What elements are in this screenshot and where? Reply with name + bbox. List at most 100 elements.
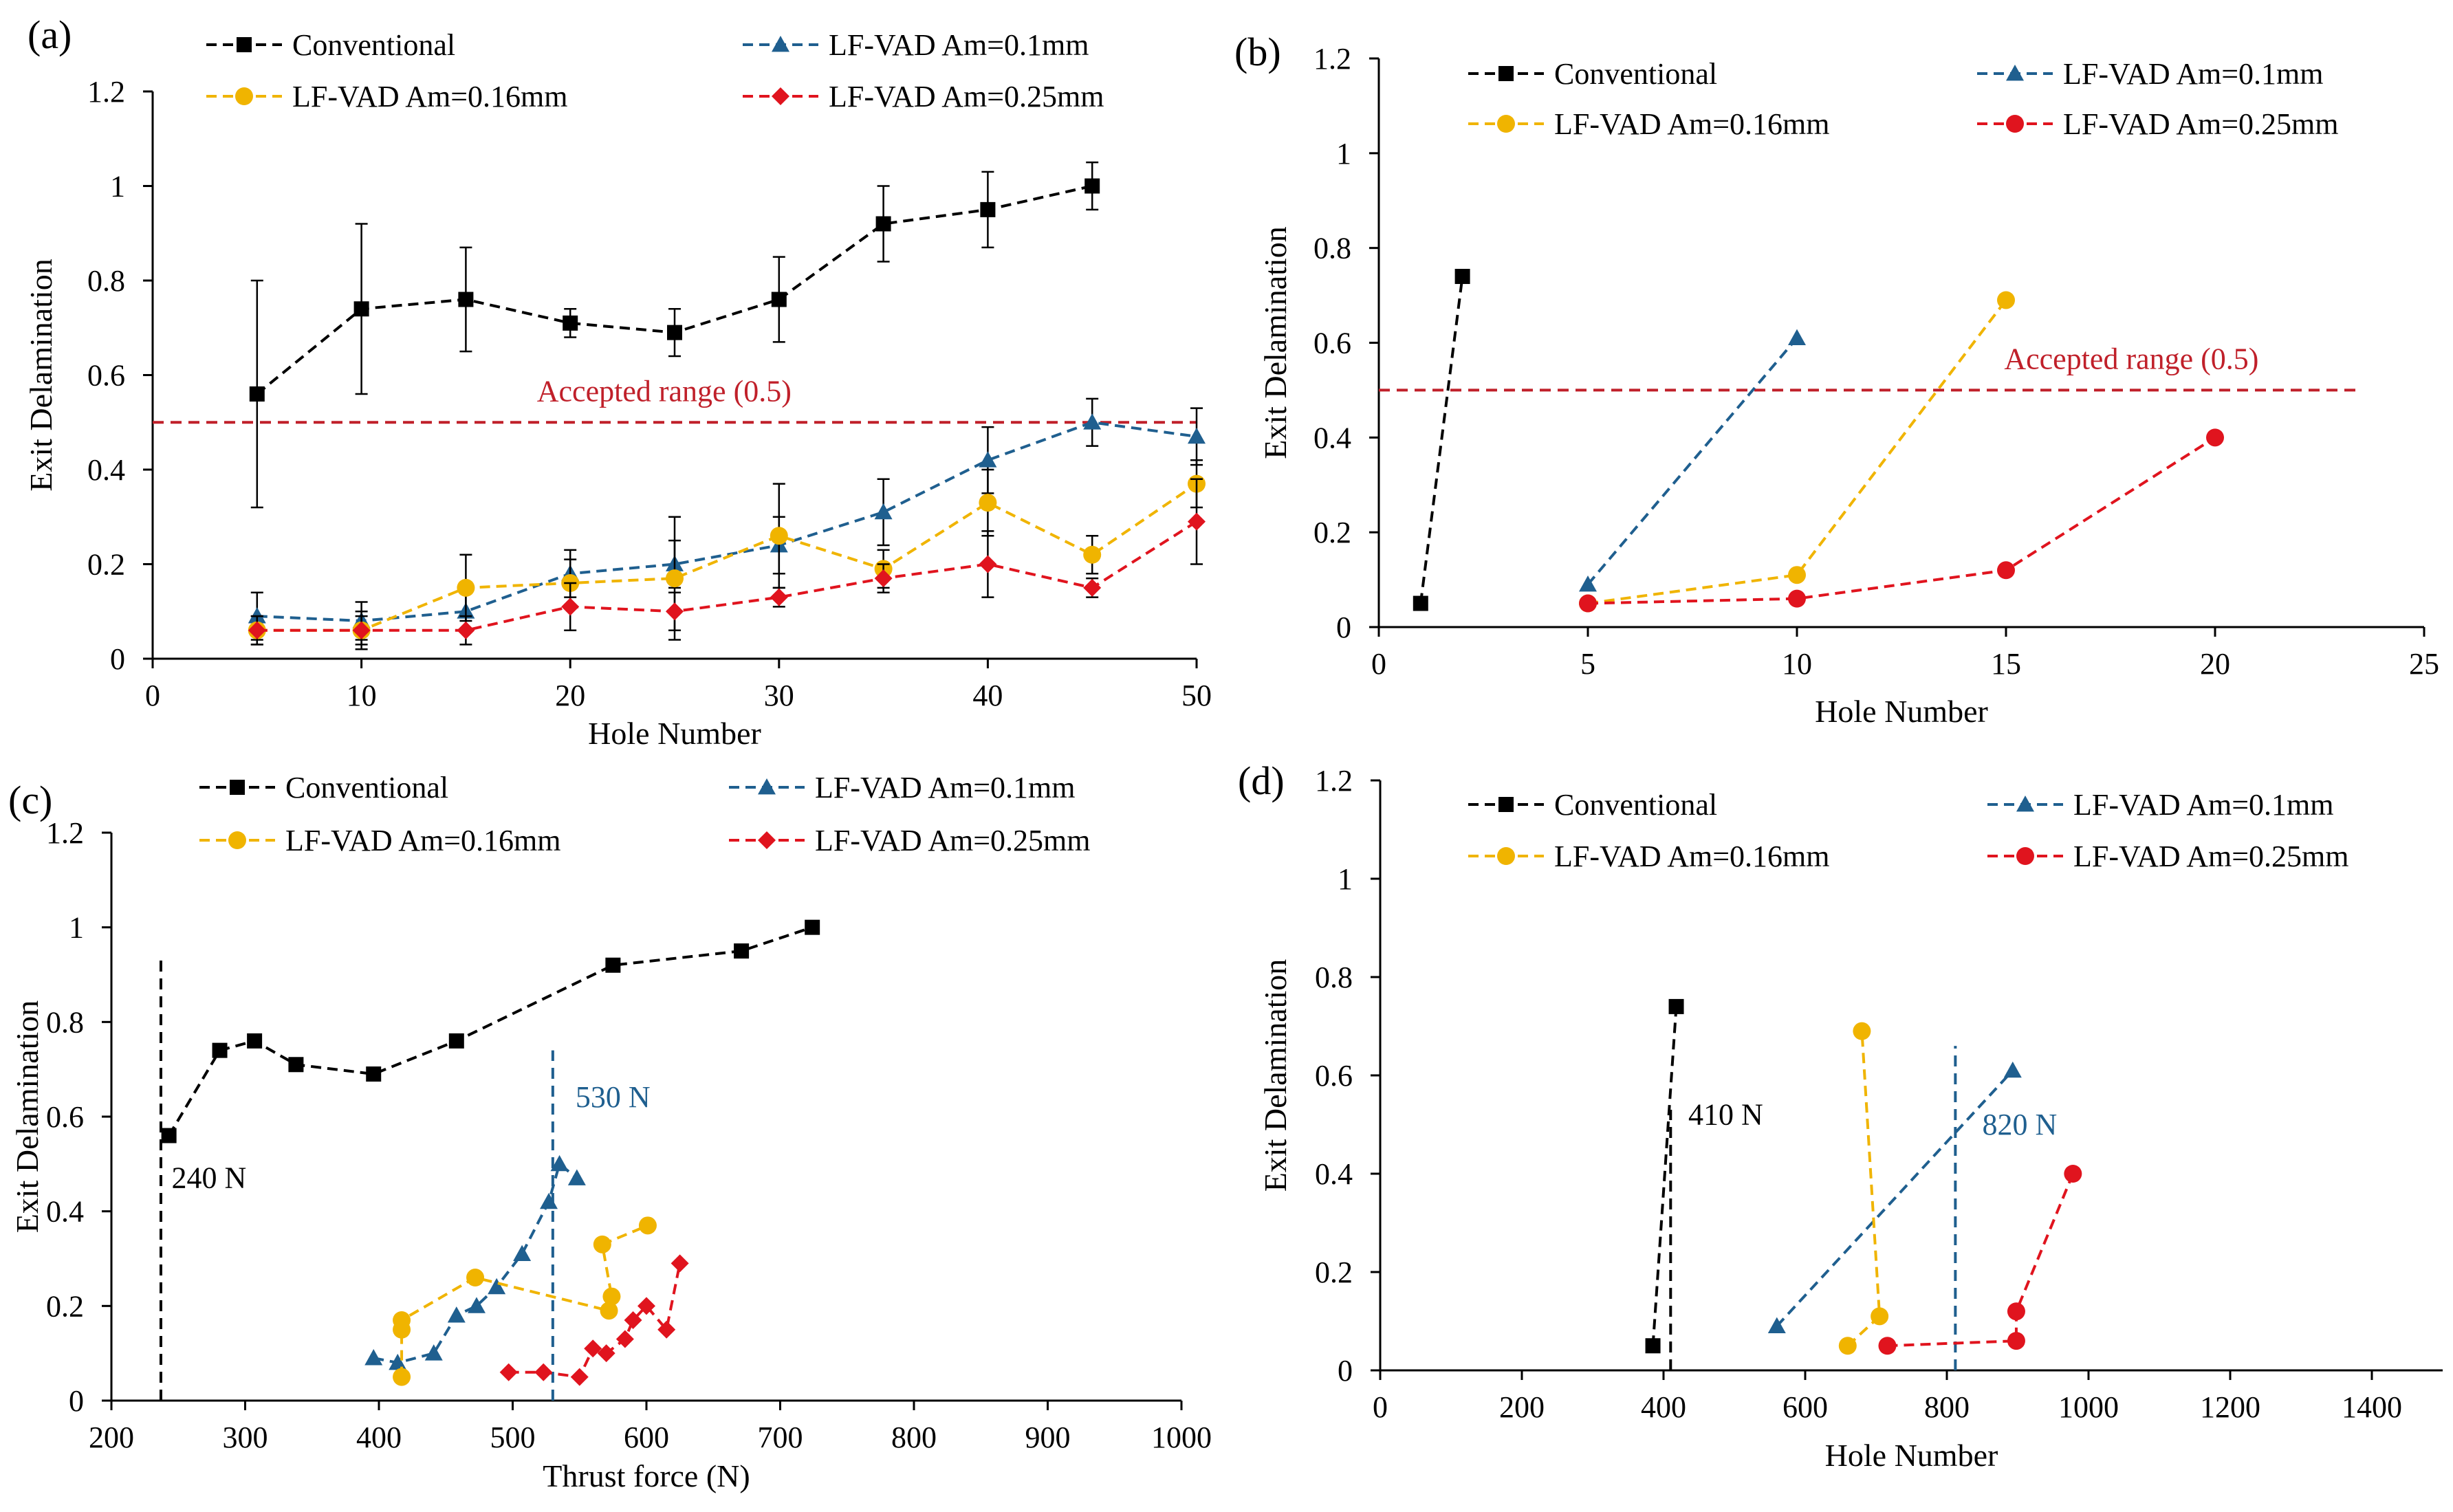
panel-b-x-tick-label: 15 xyxy=(1991,647,2021,681)
panel-d-x-tick-label: 800 xyxy=(1924,1390,1970,1424)
panel-c-legend-item: LF-VAD Am=0.25mm xyxy=(729,824,1091,857)
panel-a-x-axis-label: Hole Number xyxy=(588,716,761,751)
panel-b-legend-label: LF-VAD Am=0.1mm xyxy=(2063,57,2324,91)
panel-a-label: (a) xyxy=(28,12,72,57)
panel-a-x-tick-label: 40 xyxy=(972,679,1003,712)
panel-c-point-am01 xyxy=(567,1169,586,1185)
panel-a-legend-marker xyxy=(235,87,253,105)
panel-a-point-am025 xyxy=(874,569,893,588)
panel-b-y-tick-label: 0.4 xyxy=(1313,421,1351,454)
panel-b-legend-marker xyxy=(2006,65,2024,81)
panel-c-x-tick-label: 1000 xyxy=(1151,1421,1212,1454)
panel-a-point-conventional xyxy=(458,292,474,307)
panel-a-legend-item: LF-VAD Am=0.16mm xyxy=(206,80,568,113)
panel-a-y-tick-label: 1 xyxy=(110,170,125,204)
panel-b-point-am025 xyxy=(1788,589,1806,608)
panel-d-legend-item: LF-VAD Am=0.1mm xyxy=(1987,788,2334,822)
panel-b-x-tick-label: 20 xyxy=(2200,647,2230,681)
panel-a-point-am016 xyxy=(666,569,684,588)
panel-a-legend-marker xyxy=(772,87,789,105)
panel-b-point-am025 xyxy=(2206,428,2224,447)
panel-c-point-am016 xyxy=(602,1287,621,1306)
panel-c-point-am01 xyxy=(447,1306,466,1323)
panel-d-legend-item: LF-VAD Am=0.16mm xyxy=(1468,840,1830,873)
panel-c-legend-item: Conventional xyxy=(199,771,448,804)
panel-a-point-am025 xyxy=(1188,512,1206,531)
panel-b-y-axis-label: Exit Delamination xyxy=(1258,226,1293,459)
panel-c-point-am01 xyxy=(513,1245,532,1262)
panel-a-x-tick-label: 30 xyxy=(764,679,794,712)
panel-b-point-am016 xyxy=(1997,291,2015,309)
panel-c-legend-item: LF-VAD Am=0.1mm xyxy=(729,771,1076,804)
panel-b-legend-marker xyxy=(2006,115,2024,133)
panel-c-x-tick-label: 500 xyxy=(490,1421,536,1454)
panel-a-point-am025 xyxy=(457,621,475,639)
panel-a-y-tick-label: 0.2 xyxy=(87,548,125,582)
panel-b-legend-item: LF-VAD Am=0.25mm xyxy=(1977,107,2339,141)
panel-c-series-am01 xyxy=(364,1154,586,1370)
panel-a-legend-marker xyxy=(772,36,789,52)
panel-a-series-line-am01 xyxy=(257,421,1197,623)
panel-c-point-am016 xyxy=(393,1311,411,1329)
panel-d-series-am016 xyxy=(1838,1022,1889,1355)
panel-b-legend-marker xyxy=(1498,66,1514,81)
panel-a-series-am025 xyxy=(248,478,1206,646)
panel-d-point-conventional xyxy=(1668,998,1684,1014)
panel-a-point-am025 xyxy=(666,602,684,621)
panel-d-point-am025 xyxy=(2064,1165,2082,1183)
panel-c-legend-marker xyxy=(230,780,245,795)
panel-c-point-conventional xyxy=(247,1033,263,1049)
panel-c-point-am025 xyxy=(534,1363,553,1381)
panel-c-point-am01 xyxy=(424,1344,443,1361)
panel-a-point-am025 xyxy=(352,621,371,639)
panel-b-point-am025 xyxy=(1997,561,2015,580)
panel-c-point-conventional xyxy=(161,1128,177,1143)
panel-a-legend-item: LF-VAD Am=0.25mm xyxy=(743,80,1104,113)
panel-a-series-line-conventional xyxy=(256,184,1093,395)
panel-d-y-tick-label: 1.2 xyxy=(1315,764,1353,798)
panel-b-series-line-am025 xyxy=(1587,436,2216,605)
panel-c-legend-marker xyxy=(228,831,246,849)
panel-c-point-conventional xyxy=(366,1066,382,1082)
panel-a-point-am016 xyxy=(770,527,788,545)
panel-a-point-conventional xyxy=(771,292,787,307)
panel-b-label: (b) xyxy=(1234,30,1281,74)
panel-b-point-am016 xyxy=(1788,566,1806,584)
panel-d-series-line-am016 xyxy=(1846,1031,1882,1347)
panel-c-legend-marker xyxy=(758,831,776,849)
panel-c-point-am025 xyxy=(499,1363,518,1381)
panel-a-point-am025 xyxy=(979,555,997,573)
panel-c-x-tick-label: 900 xyxy=(1025,1421,1071,1454)
panel-a-point-am01 xyxy=(1083,413,1102,430)
panel-d-x-tick-label: 1000 xyxy=(2058,1390,2119,1424)
panel-c-annotation-label: 530 N xyxy=(576,1080,651,1114)
panel-b-legend-label: LF-VAD Am=0.25mm xyxy=(2063,107,2339,141)
panel-c-label: (c) xyxy=(8,778,52,822)
panel-d-y-tick-label: 0.4 xyxy=(1315,1157,1353,1191)
panel-b-series-conventional xyxy=(1413,269,1470,611)
panel-c-point-conventional xyxy=(288,1057,304,1073)
panel-c-legend-marker xyxy=(758,778,776,795)
panel-a-point-am01 xyxy=(248,607,266,624)
panel-d-y-tick-label: 0.2 xyxy=(1315,1256,1353,1289)
panel-a: (a) 0 10 20 30 40 50 0 0.2 0.4 0.6 0.8 1 1.2 Hole Numb… xyxy=(23,12,1212,751)
panel-a-point-conventional xyxy=(980,201,996,217)
panel-a-annotation-label: Accepted range (0.5) xyxy=(537,374,792,408)
panel-a-y-tick-label: 0.8 xyxy=(87,264,125,298)
panel-a-y-tick-label: 0.6 xyxy=(87,359,125,393)
panel-a-x-tick-label: 20 xyxy=(555,679,585,712)
panel-d-y-axis-label: Exit Delamination xyxy=(1258,959,1293,1192)
panel-a-y-tick-label: 1.2 xyxy=(87,75,125,109)
panel-b-annotation-label: Accepted range (0.5) xyxy=(2004,342,2258,375)
panel-a-point-am016 xyxy=(457,578,475,597)
panel-d-series-line-conventional xyxy=(1651,1006,1678,1346)
panel-d-x-axis-label: Hole Number xyxy=(1825,1438,1998,1473)
panel-d-point-am01 xyxy=(1767,1317,1786,1334)
panel-d-legend-item: Conventional xyxy=(1468,788,1717,822)
panel-b-series-line-am01 xyxy=(1587,337,1798,586)
panel-c-point-am016 xyxy=(466,1269,485,1287)
panel-c-series-conventional xyxy=(161,919,820,1143)
panel-c-y-tick-label: 0.8 xyxy=(46,1005,84,1039)
panel-a-y-axis-label: Exit Delamination xyxy=(23,259,58,492)
panel-a-series-line-am025 xyxy=(257,520,1198,632)
